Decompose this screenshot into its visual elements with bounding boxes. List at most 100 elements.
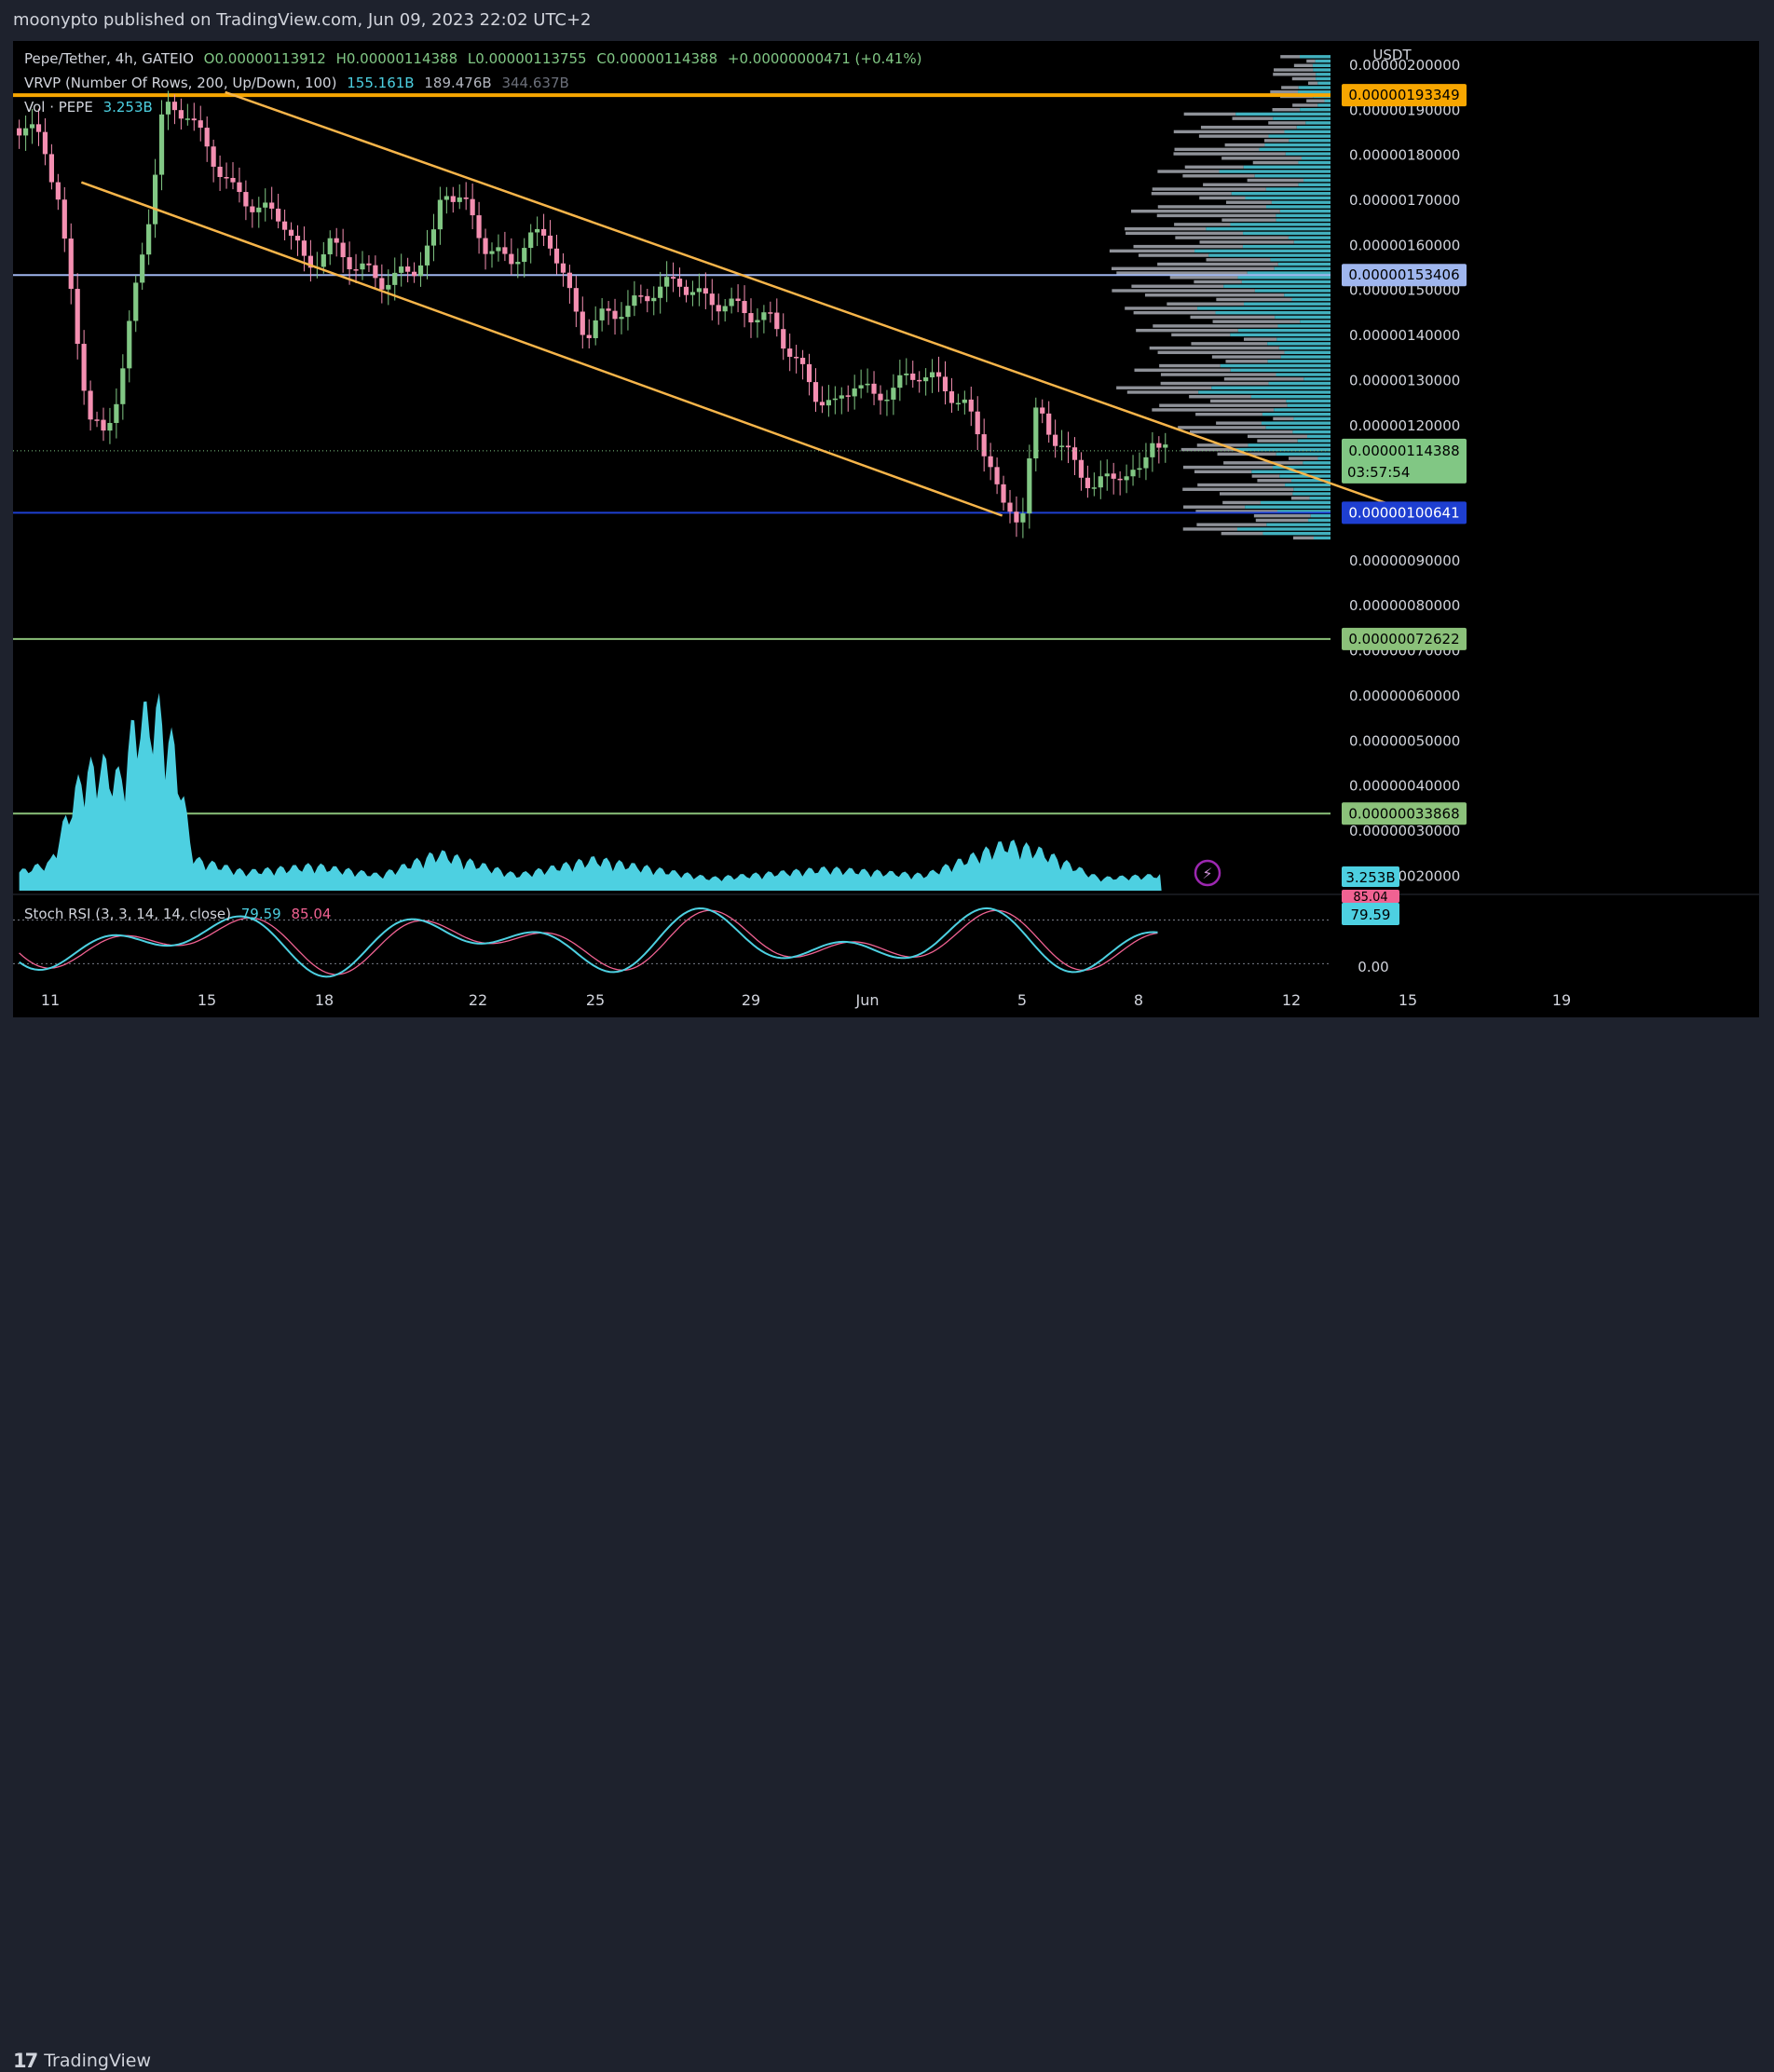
vrvp-up-bar <box>1230 368 1330 372</box>
level-badge-label: 0.00000193349 <box>1348 87 1459 103</box>
candle-body <box>781 329 786 349</box>
vrvp-up-bar <box>1277 262 1330 266</box>
axes: USDT0.000002000000.000001900000.00000180… <box>41 47 1571 1009</box>
vrvp-down-bar <box>1292 103 1318 107</box>
vrvp-down-bar <box>1220 492 1293 496</box>
candle-body <box>198 120 203 129</box>
vrvp-up-bar <box>1244 302 1330 306</box>
vrvp-down-bar <box>1144 293 1285 297</box>
price-chart[interactable]: USDT0.000002000000.000001900000.00000180… <box>13 41 1759 1017</box>
time-tick: 29 <box>742 991 760 1009</box>
vrvp-down-bar <box>1216 421 1262 425</box>
candle-body <box>217 166 223 177</box>
vrvp-up-bar <box>1206 226 1330 231</box>
vrvp-up-bar <box>1274 408 1330 412</box>
candle-body <box>812 382 819 402</box>
vrvp-down-bar <box>1291 76 1317 81</box>
candle-body <box>75 289 80 345</box>
legend-volume[interactable]: Vol · PEPE 3.253B <box>24 99 158 116</box>
vrvp-up-bar <box>1293 240 1330 244</box>
vrvp-down-bar <box>1111 266 1275 270</box>
vrvp-down-bar <box>1225 360 1268 363</box>
vrvp-down-bar <box>1263 139 1290 143</box>
vrvp-down-bar <box>1183 505 1246 509</box>
vrvp-up-bar <box>1271 200 1330 204</box>
vrvp-down-bar <box>1290 497 1310 500</box>
flash-icon[interactable] <box>1194 859 1221 887</box>
price-tick: 0.00000060000 <box>1349 688 1460 704</box>
vrvp-down-bar <box>1257 479 1292 483</box>
candle-body <box>547 235 553 249</box>
vrvp-down-bar <box>1160 373 1276 376</box>
time-tick: 15 <box>1399 991 1417 1009</box>
chart-frame[interactable]: USDT 0.00000200000 0.00000190000 0.00000180… <box>13 41 1759 1017</box>
vrvp-up-bar <box>1317 103 1330 107</box>
candle-body <box>522 248 527 263</box>
level-badge-label: 0.00000153406 <box>1348 266 1459 283</box>
candle-body <box>392 272 398 285</box>
vrvp-up-bar <box>1316 73 1330 76</box>
candle-body <box>703 288 708 294</box>
candle-body <box>735 298 741 302</box>
vrvp-up-bar <box>1259 147 1330 152</box>
candle-body <box>910 373 916 380</box>
stoch-rsi-pane <box>13 893 1759 978</box>
vrvp-up-bar <box>1237 276 1330 279</box>
candle-body <box>729 298 734 307</box>
vrvp-up-bar <box>1276 452 1330 457</box>
stoch-d-line <box>19 909 1158 975</box>
vrvp-down-bar <box>1293 63 1313 67</box>
candle-body <box>865 383 870 386</box>
time-tick: Jun <box>855 991 880 1009</box>
candle-body <box>696 288 702 293</box>
candle-body <box>748 313 754 323</box>
vrvp-down-bar <box>1159 363 1221 368</box>
candle-body <box>942 376 948 392</box>
candle-body <box>276 208 281 222</box>
brand[interactable]: 17 TradingView <box>13 2050 151 2072</box>
vrvp-down-bar <box>1109 249 1195 253</box>
legend-symbol[interactable]: Pepe/Tether, 4h, GATEIO <box>24 50 194 67</box>
legend-vrvp[interactable]: VRVP (Number Of Rows, 200, Up/Down, 100)… <box>24 75 575 91</box>
price-tick: 0.00000130000 <box>1349 372 1460 388</box>
candle-body <box>948 391 955 403</box>
vrvp-down-bar <box>1167 302 1245 306</box>
legend-stoch[interactable]: Stoch RSI (3, 3, 14, 14, close) 79.59 85… <box>24 906 336 922</box>
horizontal-levels <box>13 93 1330 815</box>
vrvp-down-bar <box>1289 457 1318 460</box>
candle-body <box>632 295 637 307</box>
candle-body <box>935 372 942 377</box>
candle-body <box>761 312 767 320</box>
candle-body <box>35 124 42 132</box>
candle-body <box>399 266 404 273</box>
candle-body <box>288 229 294 237</box>
candle-body <box>1137 468 1142 470</box>
vrvp-down-bar <box>1216 297 1292 302</box>
time-tick: 18 <box>315 991 334 1009</box>
vrvp-up-bar <box>1230 223 1330 226</box>
price-tick: 0.00000200000 <box>1349 57 1460 74</box>
candle-body <box>774 312 780 330</box>
candle-body <box>1098 476 1103 488</box>
candle-body <box>975 411 980 435</box>
candle-body <box>819 402 826 406</box>
price-tick: 0.00000180000 <box>1349 147 1460 164</box>
candle-body <box>871 383 877 394</box>
candle-body <box>29 124 35 129</box>
vrvp-up-bar <box>1313 536 1330 540</box>
legend-low: L0.00000113755 <box>467 50 587 67</box>
vrvp-up-bar <box>1273 116 1330 120</box>
stoch-zero-label: 0.00 <box>1358 959 1388 975</box>
vrvp-label: VRVP (Number Of Rows, 200, Up/Down, 100) <box>24 75 337 91</box>
axis-currency: USDT <box>1372 47 1412 63</box>
level-badge <box>1342 84 1467 107</box>
vrvp-down-bar <box>1306 59 1316 63</box>
candle-body <box>553 248 560 264</box>
vrvp-down-bar <box>1189 395 1251 399</box>
candle-body <box>463 197 469 199</box>
vrvp-up-bar <box>1208 253 1330 257</box>
candle-body <box>878 393 883 401</box>
vrvp-down-bar <box>1221 157 1302 160</box>
vrvp-down-bar <box>1195 412 1262 416</box>
candle-body <box>1156 443 1162 448</box>
